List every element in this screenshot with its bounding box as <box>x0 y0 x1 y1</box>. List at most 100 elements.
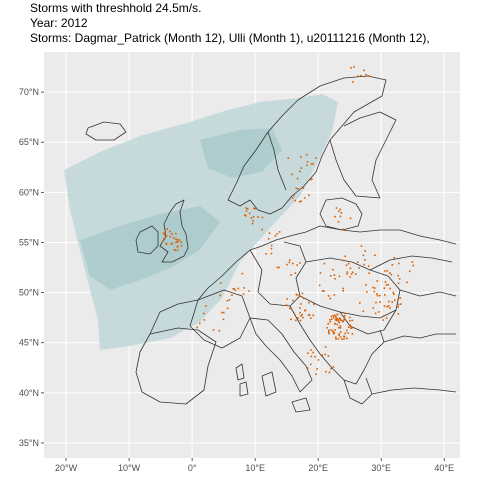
storm-point <box>411 261 414 263</box>
storm-point <box>293 194 295 197</box>
storm-points <box>161 66 415 375</box>
storm-point <box>294 313 296 316</box>
storm-point <box>363 69 365 72</box>
storm-point <box>301 292 304 295</box>
storm-point <box>220 282 222 284</box>
storm-point <box>243 287 245 289</box>
storm-point <box>397 282 400 285</box>
storm-point <box>379 294 381 297</box>
storm-point <box>327 295 330 297</box>
storm-point <box>336 323 338 326</box>
storm-point <box>330 368 332 370</box>
y-tick-label: 45°N <box>19 338 39 348</box>
storm-point <box>347 332 349 334</box>
y-axis: 35°N 40°N 45°N 50°N 55°N 60°N 65°N 70°N <box>19 87 44 448</box>
storm-point <box>308 301 310 304</box>
storm-point <box>333 332 336 334</box>
storm-point <box>339 215 342 218</box>
storm-point <box>333 274 336 276</box>
storm-point <box>286 263 288 266</box>
storm-point <box>252 215 255 218</box>
storm-point <box>303 197 306 199</box>
storm-point <box>372 307 375 309</box>
storm-point <box>309 317 312 319</box>
storm-point <box>289 307 291 310</box>
storm-point <box>294 272 297 274</box>
storm-point <box>397 298 400 300</box>
storm-point <box>334 215 336 218</box>
y-tick-label: 55°N <box>19 237 39 247</box>
storm-point <box>341 338 343 341</box>
storm-point <box>388 300 390 303</box>
storm-point <box>349 319 351 322</box>
y-tick-label: 60°N <box>19 187 39 197</box>
storm-point <box>312 351 314 354</box>
storm-point <box>338 333 340 335</box>
storm-point <box>385 317 388 319</box>
storm-point <box>278 266 280 269</box>
y-tick-label: 70°N <box>19 87 39 97</box>
storm-point <box>366 291 368 293</box>
storm-point <box>318 284 321 287</box>
storm-point <box>302 187 305 189</box>
storm-point <box>344 332 346 335</box>
storm-point <box>295 319 297 322</box>
storm-point <box>376 294 379 297</box>
storm-point <box>382 319 384 321</box>
storm-point <box>310 163 313 165</box>
storm-swath-dark <box>80 128 282 290</box>
storm-point <box>175 238 177 240</box>
storm-point <box>352 81 354 83</box>
storm-point <box>332 331 334 333</box>
storm-point <box>301 313 303 316</box>
storm-point <box>270 247 273 250</box>
storm-point <box>321 290 324 292</box>
storm-point <box>334 314 336 317</box>
storm-point <box>324 346 327 348</box>
storm-point <box>175 232 177 235</box>
storm-point <box>325 370 327 373</box>
storm-point <box>304 309 306 312</box>
storm-point <box>397 274 399 277</box>
storm-point <box>178 239 181 241</box>
storm-point <box>300 200 302 202</box>
storm-point <box>270 244 273 247</box>
storm-point <box>317 359 320 361</box>
storm-point <box>342 290 345 292</box>
storm-point <box>337 338 340 340</box>
storm-point <box>383 287 386 289</box>
storm-point <box>330 315 333 318</box>
storm-point <box>292 262 294 265</box>
storm-point <box>384 294 386 296</box>
storm-point <box>164 229 166 231</box>
storm-point <box>343 335 345 338</box>
storm-point <box>299 170 301 173</box>
storm-point <box>339 327 342 329</box>
storm-point <box>332 332 335 335</box>
storm-point <box>333 316 335 319</box>
storm-point <box>349 324 351 326</box>
storm-point <box>333 294 336 296</box>
storm-point <box>355 273 357 275</box>
storm-point <box>286 298 288 300</box>
storm-point <box>299 262 301 264</box>
storm-point <box>335 207 338 209</box>
storm-point <box>332 366 335 368</box>
storm-point <box>176 239 179 241</box>
storm-point <box>294 199 296 202</box>
storm-point <box>329 318 331 321</box>
storm-point <box>389 307 391 309</box>
storm-point <box>172 237 175 239</box>
storm-point <box>323 290 325 292</box>
x-tick-label: 10°W <box>118 463 141 473</box>
storm-point <box>245 215 247 217</box>
storm-point <box>385 284 388 286</box>
storm-point <box>276 266 279 269</box>
storm-point <box>329 320 332 323</box>
storm-point <box>394 299 396 301</box>
storm-point <box>328 371 331 374</box>
storm-point <box>391 264 394 266</box>
storm-point <box>391 301 393 303</box>
storm-point <box>349 325 352 328</box>
